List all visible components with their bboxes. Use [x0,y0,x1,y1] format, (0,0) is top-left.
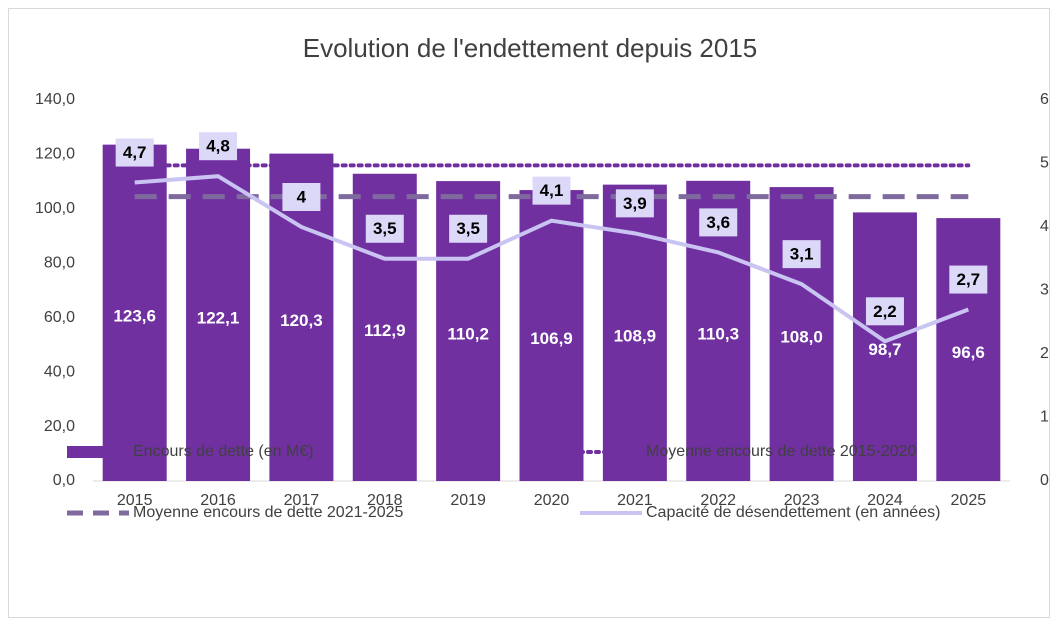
bar-label: 108,0 [780,328,823,347]
y2-tick-label: 2 [1040,345,1049,362]
data-label: 4 [297,187,307,206]
x-tick-label: 2020 [534,492,570,509]
bar [852,212,917,481]
x-tick-label: 2021 [617,492,653,509]
legend-label: Moyenne encours de dette 2021-2025 [133,504,404,521]
y2-tick-label: 4 [1040,218,1049,235]
data-label: 4,1 [540,181,564,200]
data-label: 3,9 [623,194,647,213]
data-label: 2,7 [956,270,980,289]
data-label: 3,6 [706,213,730,232]
bar-label: 98,7 [868,340,901,359]
legend-swatch [67,446,125,458]
data-label-box [282,183,321,211]
y-tick-label: 60,0 [44,309,75,326]
x-tick-label: 2024 [867,492,903,509]
y-tick-label: 120,0 [35,146,75,163]
data-label-box [865,297,904,326]
bar [519,190,584,481]
bar [769,187,834,482]
legend-label: Encours de dette (en M€) [133,443,314,460]
chart-title: Evolution de l'endettement depuis 2015 [303,33,758,63]
y2-tick-label: 5 [1040,155,1049,172]
y2-tick-label: 0 [1040,472,1049,489]
bar-label: 112,9 [364,321,406,340]
y-tick-label: 100,0 [35,200,75,217]
x-tick-label: 2019 [450,492,486,509]
data-label-box [199,132,238,161]
bar-label: 96,6 [952,343,985,362]
data-label: 3,5 [456,219,480,238]
x-tick-label: 2016 [200,492,236,509]
data-label-box [615,189,654,218]
data-label: 3,5 [373,219,397,238]
bar-label: 106,9 [530,329,573,348]
bar-label: 120,3 [280,311,323,330]
y-tick-label: 40,0 [44,363,75,380]
y-tick-label: 140,0 [35,91,75,108]
data-label-box [699,208,738,237]
y-tick-label: 80,0 [44,255,75,272]
legend-label: Capacité de désendettement (en années) [646,504,940,521]
x-tick-label: 2017 [284,492,320,509]
line [134,174,970,344]
x-tick-label: 2022 [700,492,736,509]
data-label: 4,7 [123,143,147,162]
bar-label: 122,1 [197,308,240,327]
y2-tick-label: 6 [1040,91,1049,108]
data-label-box [115,138,154,167]
data-label: 2,2 [873,302,897,321]
x-tick-label: 2015 [117,492,153,509]
y2-tick-label: 3 [1040,282,1049,299]
x-tick-label: 2023 [784,492,820,509]
data-label: 4,8 [206,137,230,156]
y-tick-label: 20,0 [44,418,75,435]
data-label-box [532,176,571,205]
data-label-box [449,214,488,243]
bar-label: 110,3 [697,324,739,343]
y-tick-label: 0,0 [53,472,75,489]
data-label-box [365,214,404,243]
bar-label: 123,6 [113,306,156,325]
data-label: 3,1 [790,245,814,264]
data-label-box [782,240,821,269]
x-tick-label: 2018 [367,492,403,509]
bar [936,218,1001,482]
bar-label: 110,2 [447,325,489,344]
bar-label: 108,9 [614,326,657,345]
bar [186,148,251,482]
legend-label: Moyenne encours de dette 2015-2020 [646,443,917,460]
bar [102,144,167,482]
x-tick-label: 2025 [951,492,987,509]
y2-tick-label: 1 [1040,409,1049,426]
data-label-box [949,265,988,294]
